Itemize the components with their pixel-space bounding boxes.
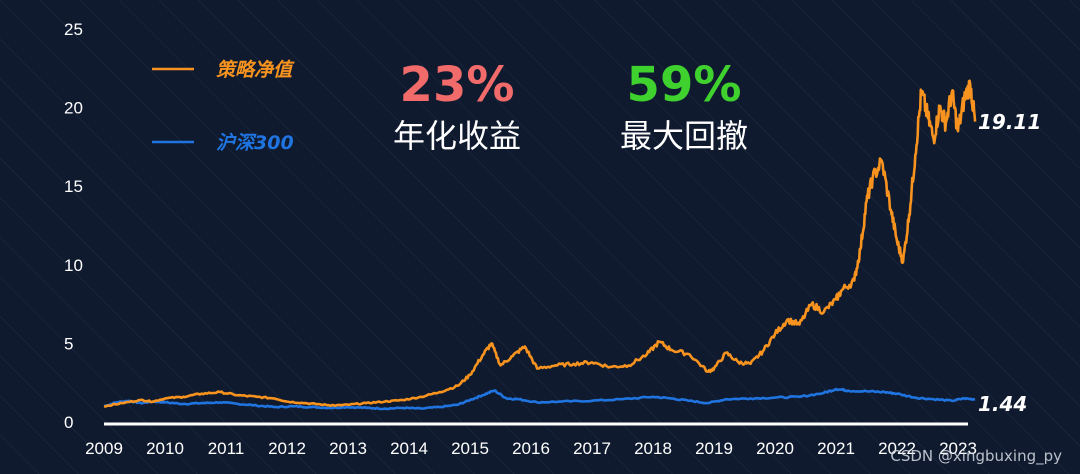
max-drawdown-label: 最大回撤 [620,117,748,155]
y-tick-label: 0 [64,413,73,432]
x-tick-label: 2022 [878,439,916,458]
series-layer [103,79,977,411]
x-tick-label: 2021 [817,439,855,458]
watermark: CSDN @xingbuxing_py [890,447,1062,466]
x-tick-label: 2012 [268,439,306,458]
x-tick-label: 2009 [85,439,123,458]
y-tick-label: 5 [64,334,73,353]
y-tick-label: 25 [64,20,83,39]
series-line-csi300 [103,387,976,411]
annual-return-value: 23% [400,57,515,113]
legend-label-csi300: 沪深300 [216,132,294,154]
x-tick-label: 2019 [695,439,733,458]
x-tick-label: 2010 [146,439,184,458]
x-tick-label: 2015 [451,439,489,458]
end-label-csi300: 1.44 [978,392,1027,416]
annotation-max-drawdown: 59% 最大回撤 [620,57,748,155]
annual-return-label: 年化收益 [393,117,521,155]
x-tick-label: 2020 [756,439,794,458]
legend: 策略净值 沪深300 [152,59,295,154]
legend-label-strategy: 策略净值 [216,59,295,81]
end-label-strategy: 19.11 [978,110,1041,134]
x-tick-label: 2023 [939,439,977,458]
x-tick-label: 2013 [329,439,367,458]
x-tick-label: 2014 [390,439,428,458]
x-tick-label: 2016 [512,439,550,458]
y-tick-label: 15 [64,177,83,196]
y-tick-label: 20 [64,99,83,118]
x-tick-label: 2017 [573,439,611,458]
max-drawdown-value: 59% [627,57,742,113]
y-axis-ticks: 0 5 10 15 20 25 [64,20,83,432]
series-line-strategy [103,79,977,408]
x-tick-label: 2018 [634,439,672,458]
x-tick-label: 2011 [208,439,245,458]
x-axis-ticks: 2009 2010 2011 2012 2013 2014 2015 2016 2017 2018… [85,439,977,458]
annotation-annual-return: 23% 年化收益 [393,57,521,155]
y-tick-label: 10 [64,256,83,275]
